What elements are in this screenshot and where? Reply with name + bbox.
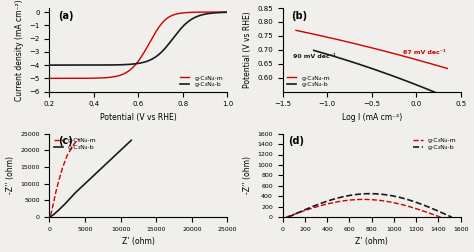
g-C₃N₄-b [48,215,54,218]
g-C₃N₄-b [426,88,432,91]
g-C₃N₄-b [350,193,356,196]
g-C₃N₄-b [46,64,52,67]
g-C₃N₄-b [150,57,155,60]
g-C₃N₄-b [200,13,206,16]
Line: g-C₃N₄-b: g-C₃N₄-b [288,194,452,217]
Text: 90 mV dec⁻¹: 90 mV dec⁻¹ [293,54,336,59]
g-C₃N₄-b [449,216,455,219]
Text: 67 mV dec⁻¹: 67 mV dec⁻¹ [403,50,446,55]
g-C₃N₄-m [334,201,339,204]
Y-axis label: Potential (V vs RHE): Potential (V vs RHE) [243,11,252,88]
g-C₃N₄-b [96,169,101,172]
Legend: g-C₃N₄-m, g-C₃N₄-b: g-C₃N₄-m, g-C₃N₄-b [179,74,224,88]
g-C₃N₄-m [381,199,386,202]
g-C₃N₄-b [121,146,127,149]
g-C₃N₄-m [360,198,366,201]
X-axis label: Z’ (ohm): Z’ (ohm) [122,237,155,246]
g-C₃N₄-b [128,139,134,142]
g-C₃N₄-m [396,202,401,205]
g-C₃N₄-m [293,29,299,32]
g-C₃N₄-b [418,85,424,88]
g-C₃N₄-m [65,153,71,156]
g-C₃N₄-b [387,73,392,76]
g-C₃N₄-m [200,11,206,14]
g-C₃N₄-m [383,50,388,53]
g-C₃N₄-m [383,50,389,53]
Y-axis label: Current density (mA cm⁻²): Current density (mA cm⁻²) [15,0,24,101]
g-C₃N₄-m [386,51,392,54]
g-C₃N₄-m [64,153,70,156]
Line: g-C₃N₄-m: g-C₃N₄-m [296,30,447,69]
Y-axis label: -Z’’ (ohm): -Z’’ (ohm) [243,156,252,194]
g-C₃N₄-b [305,207,311,210]
Legend: g-C₃N₄-m, g-C₃N₄-b: g-C₃N₄-m, g-C₃N₄-b [286,74,331,88]
Text: (c): (c) [58,136,73,146]
X-axis label: Z’ (ohm): Z’ (ohm) [355,237,388,246]
g-C₃N₄-m [73,140,79,143]
g-C₃N₄-m [48,214,54,217]
X-axis label: Log I (mA cm⁻²): Log I (mA cm⁻²) [342,113,402,122]
g-C₃N₄-m [283,216,289,219]
g-C₃N₄-m [445,67,450,70]
g-C₃N₄-m [430,63,436,66]
Text: (b): (b) [292,11,308,21]
g-C₃N₄-m [293,29,299,32]
g-C₃N₄-m [46,77,52,80]
g-C₃N₄-b [57,64,63,67]
Line: g-C₃N₄-b: g-C₃N₄-b [314,50,441,95]
g-C₃N₄-m [182,11,187,14]
g-C₃N₄-m [155,28,160,31]
g-C₃N₄-m [225,11,230,14]
g-C₃N₄-m [65,152,71,155]
Line: g-C₃N₄-m: g-C₃N₄-m [286,199,441,217]
Text: (d): (d) [288,136,304,146]
g-C₃N₄-b [116,151,121,154]
g-C₃N₄-m [438,216,444,219]
g-C₃N₄-b [48,215,54,218]
g-C₃N₄-b [97,168,103,171]
g-C₃N₄-m [150,36,155,39]
g-C₃N₄-m [57,77,63,80]
g-C₃N₄-b [386,73,392,76]
Y-axis label: -Z’’ (ohm): -Z’’ (ohm) [6,156,15,194]
Legend: g-C₃N₄-m, g-C₃N₄-b: g-C₃N₄-m, g-C₃N₄-b [53,137,98,151]
Text: (a): (a) [58,11,74,21]
g-C₃N₄-m [160,21,165,24]
Line: g-C₃N₄-b: g-C₃N₄-b [49,12,228,65]
g-C₃N₄-m [72,142,78,145]
g-C₃N₄-b [438,93,444,96]
g-C₃N₄-m [76,137,82,140]
g-C₃N₄-b [404,198,410,201]
g-C₃N₄-b [225,11,230,14]
g-C₃N₄-b [155,54,160,57]
g-C₃N₄-m [395,202,401,205]
g-C₃N₄-m [47,214,53,217]
g-C₃N₄-b [367,192,373,195]
Line: g-C₃N₄-m: g-C₃N₄-m [50,139,79,215]
X-axis label: Potential (V vs RHE): Potential (V vs RHE) [100,113,177,122]
Line: g-C₃N₄-b: g-C₃N₄-b [51,140,131,216]
Line: g-C₃N₄-m: g-C₃N₄-m [49,12,228,78]
g-C₃N₄-b [285,216,291,219]
g-C₃N₄-b [389,74,394,77]
g-C₃N₄-m [421,60,427,63]
g-C₃N₄-m [345,199,350,202]
g-C₃N₄-b [389,194,394,197]
g-C₃N₄-b [311,49,317,52]
g-C₃N₄-b [182,23,187,26]
g-C₃N₄-m [302,209,308,212]
g-C₃N₄-b [338,196,344,199]
g-C₃N₄-b [160,49,165,52]
g-C₃N₄-b [311,49,317,52]
Legend: g-C₃N₄-m, g-C₃N₄-b: g-C₃N₄-m, g-C₃N₄-b [412,137,457,151]
g-C₃N₄-b [405,198,410,201]
g-C₃N₄-b [96,170,101,173]
